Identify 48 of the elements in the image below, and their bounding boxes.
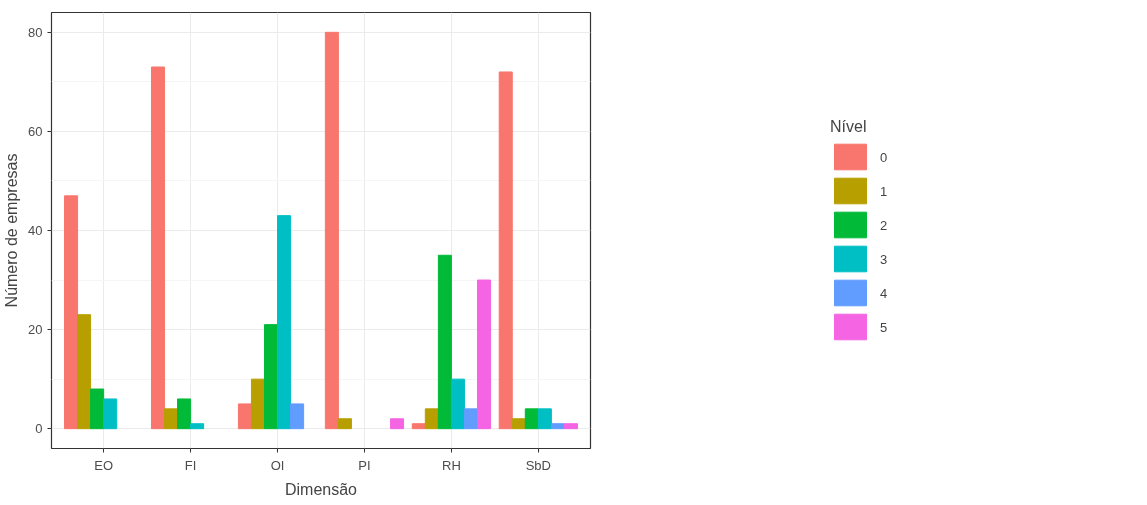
bar: [190, 423, 205, 430]
bar: [424, 408, 439, 430]
legend-label: 0: [880, 149, 889, 164]
y-axis-title: Número de empresas: [3, 153, 21, 308]
y-tick-label: 40: [28, 223, 43, 238]
legend-label: 5: [880, 319, 889, 334]
x-axis-title: Dimensão: [284, 480, 358, 498]
y-tick-label: 0: [35, 421, 43, 437]
bar: [237, 403, 252, 430]
x-tick-label: RH: [442, 457, 461, 473]
x-tick-label: EO: [94, 457, 114, 473]
bar: [524, 408, 539, 430]
bar: [64, 195, 79, 430]
bar: [550, 423, 565, 430]
bar: [563, 423, 578, 430]
bar: [164, 408, 179, 430]
legend-label: 2: [880, 217, 889, 232]
legend-label: 4: [880, 285, 889, 300]
legend-label: 1: [880, 183, 889, 198]
bar: [437, 254, 452, 430]
y-tick-label: 20: [28, 322, 43, 338]
x-tick-label: SbD: [525, 457, 551, 473]
bar: [498, 71, 513, 430]
bar: [337, 418, 352, 430]
bar: [277, 215, 292, 430]
x-tick-label: FI: [184, 457, 197, 473]
bar: [476, 279, 492, 430]
y-tick-label: 80: [28, 24, 43, 40]
bar: [90, 388, 105, 430]
bar: [250, 378, 265, 430]
bar: [324, 31, 339, 430]
y-tick-label: 60: [28, 123, 43, 139]
bar: [103, 398, 118, 430]
bar: [263, 324, 279, 430]
bar: [463, 408, 478, 430]
bar: [511, 418, 526, 430]
bar: [390, 418, 405, 430]
bar: [290, 403, 305, 430]
bar: [450, 378, 465, 430]
bar: [77, 314, 92, 430]
x-tick-label: PI: [358, 457, 371, 473]
legend-label: 3: [880, 251, 889, 266]
bar: [537, 408, 552, 430]
bar: [150, 66, 166, 430]
x-tick-label: OI: [270, 457, 285, 473]
legend-title: Nível: [830, 117, 868, 136]
bar: [411, 423, 426, 430]
bar: [177, 398, 192, 430]
